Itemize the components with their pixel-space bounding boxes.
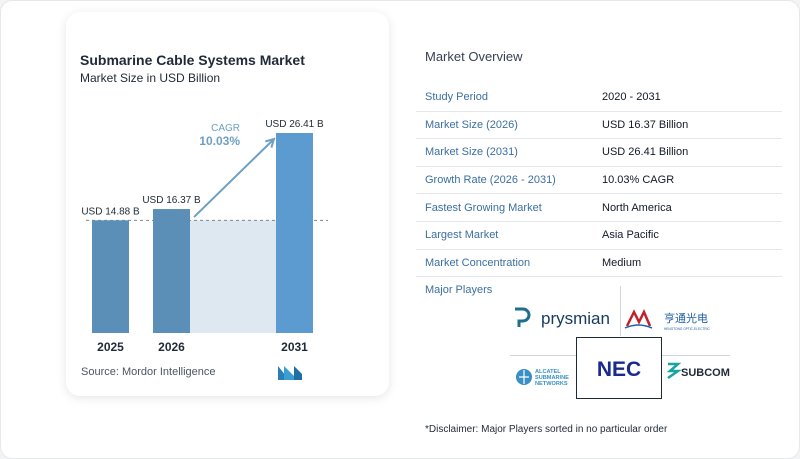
subcom-wordmark: SUBCOM <box>681 367 730 379</box>
overview-label: Fastest Growing Market <box>425 201 542 214</box>
overview-value: Medium <box>602 256 642 269</box>
subcom-mark-icon <box>666 362 682 380</box>
overview-title: Market Overview <box>425 49 523 64</box>
hengtong-wordmark: 亨通光电 <box>664 311 708 325</box>
overview-label: Market Concentration <box>425 256 531 269</box>
hengtong-logo: 亨通光电 HENGTONG OPTIC-ELECTRIC <box>624 309 711 331</box>
overview-row: Study Period 2020 - 2031 <box>416 84 782 112</box>
overview-label: Growth Rate (2026 - 2031) <box>425 174 556 187</box>
cagr-value: 10.03% <box>199 134 240 148</box>
bar <box>92 220 129 333</box>
overview-row: Market Size (2026) USD 16.37 Billion <box>416 112 782 140</box>
alcatel-line-3: NETWORKS <box>535 381 568 387</box>
baseline-shade <box>190 220 276 333</box>
cagr-arrow-head-icon <box>265 137 276 148</box>
nec-logo-box <box>576 337 662 399</box>
overview-row: Largest Market Asia Pacific <box>416 222 782 250</box>
bar-value-label: USD 14.88 B <box>81 206 140 217</box>
overview-value: USD 16.37 Billion <box>602 118 689 131</box>
bar <box>153 209 190 333</box>
grid-divider <box>620 286 621 336</box>
overview-row: Market Concentration Medium <box>416 250 782 278</box>
prysmian-mark-icon <box>515 307 531 327</box>
nec-logo: NEC <box>597 358 641 381</box>
prysmian-logo: prysmian <box>515 307 610 328</box>
overview-value: Asia Pacific <box>602 229 659 242</box>
alcatel-line-2: SUBMARINE <box>535 375 569 381</box>
chart-title: Submarine Cable Systems Market <box>80 52 305 68</box>
overview-value: 2020 - 2031 <box>602 91 661 104</box>
overview-value: North America <box>602 201 672 214</box>
nec-wordmark: NEC <box>597 358 641 381</box>
bar-value-label: USD 26.41 B <box>265 119 324 130</box>
x-tick-label: 2026 <box>158 340 185 354</box>
cagr-label: CAGR <box>211 123 240 134</box>
x-tick-label: 2031 <box>281 340 308 354</box>
cagr-arrow <box>193 138 275 218</box>
prysmian-wordmark: prysmian <box>541 309 610 328</box>
overview-label: Market Size (2031) <box>425 146 518 159</box>
major-players-title: Major Players <box>425 284 493 296</box>
overview-row: Growth Rate (2026 - 2031) 10.03% CAGR <box>416 167 782 195</box>
x-tick-label: 2025 <box>97 340 124 354</box>
source-text: Source: Mordor Intelligence <box>81 366 216 378</box>
alcatel-line-1: ALCATEL <box>535 369 561 375</box>
mordor-logo-icon <box>278 366 302 380</box>
subcom-logo: SUBCOM <box>666 362 730 380</box>
bar-chart: USD 14.88 B 2025 USD 16.37 B 2026 USD 26.41 … <box>81 119 328 354</box>
overview-label: Market Size (2026) <box>425 118 518 131</box>
chart-subtitle: Market Size in USD Billion <box>80 71 221 85</box>
bar <box>276 133 313 333</box>
overview-value: USD 26.41 Billion <box>602 146 689 159</box>
overview-value: 10.03% CAGR <box>602 174 675 187</box>
hengtong-mark-icon <box>625 309 652 327</box>
overview-label: Study Period <box>425 91 488 104</box>
alcatel-submarine-networks-logo: ALCATEL SUBMARINE NETWORKS <box>516 369 569 387</box>
hengtong-subtext: HENGTONG OPTIC-ELECTRIC <box>664 327 711 331</box>
disclaimer-text: *Disclaimer: Major Players sorted in no … <box>425 424 668 435</box>
overview-row: Market Size (2031) USD 26.41 Billion <box>416 139 782 167</box>
bar-value-label: USD 16.37 B <box>142 195 201 206</box>
overview-label: Largest Market <box>425 229 499 242</box>
overview-row: Fastest Growing Market North America <box>416 194 782 222</box>
overview-table: Study Period 2020 - 2031 Market Size (20… <box>416 84 782 278</box>
